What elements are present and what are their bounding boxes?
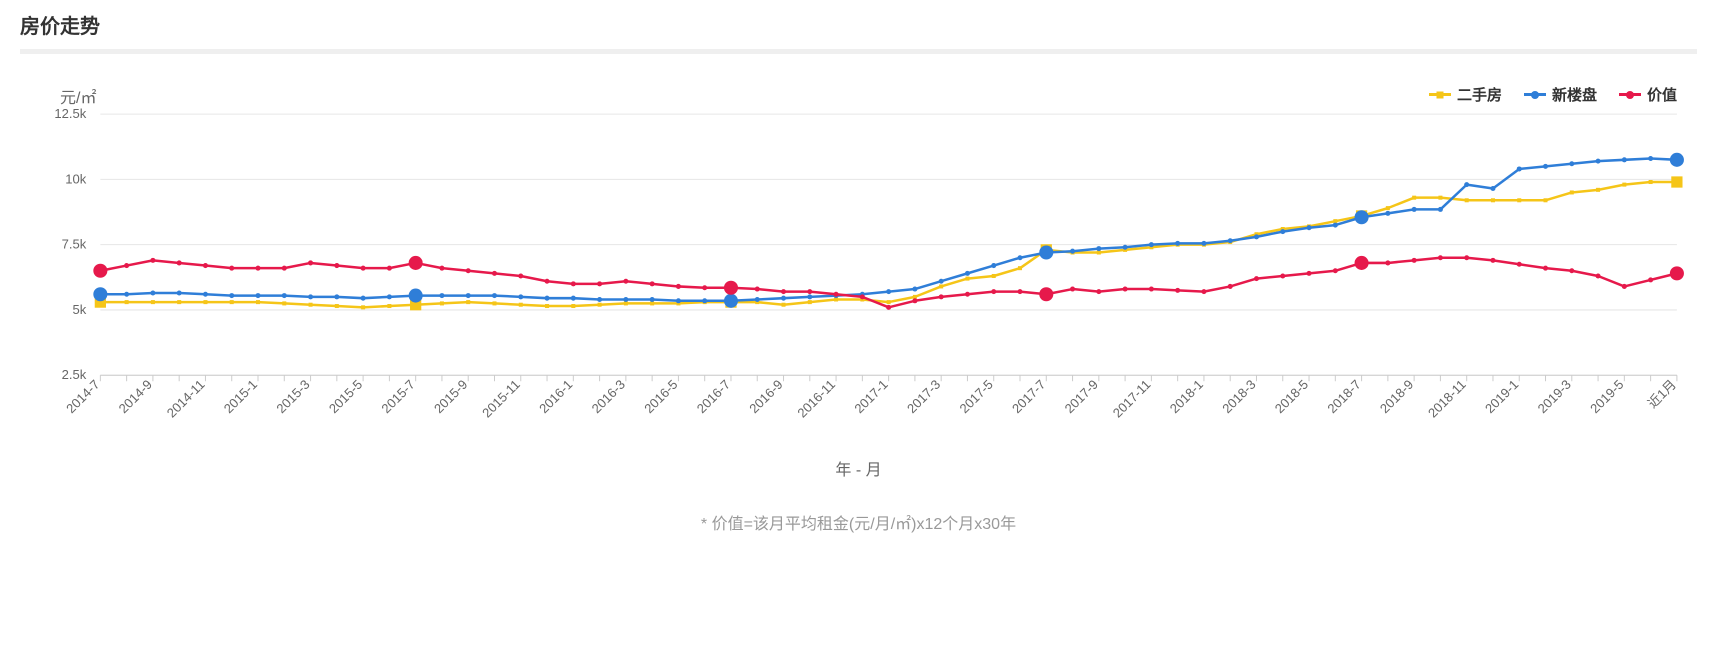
title-divider xyxy=(20,49,1697,54)
svg-text:2016-3: 2016-3 xyxy=(589,377,628,416)
chart-legend: 二手房 新楼盘 价值 xyxy=(1429,84,1677,105)
svg-text:2018-1: 2018-1 xyxy=(1167,377,1206,416)
svg-text:2017-7: 2017-7 xyxy=(1009,377,1048,416)
y-axis-unit: 元/㎡ xyxy=(60,84,96,108)
svg-text:2016-11: 2016-11 xyxy=(794,377,838,421)
svg-text:2016-1: 2016-1 xyxy=(536,377,575,416)
svg-text:2017-5: 2017-5 xyxy=(957,377,996,416)
legend-item-newbuild[interactable]: 新楼盘 xyxy=(1524,84,1597,105)
svg-text:2015-7: 2015-7 xyxy=(378,377,417,416)
svg-text:2015-1: 2015-1 xyxy=(221,377,260,416)
svg-text:2018-7: 2018-7 xyxy=(1324,377,1363,416)
legend-label: 新楼盘 xyxy=(1552,84,1597,105)
legend-line-icon xyxy=(1524,93,1546,96)
chart-container: 元/㎡ 二手房 新楼盘 价值 2.5k5k7.5k10k12.5k2014-72… xyxy=(20,84,1697,534)
x-axis-label: 年 - 月 xyxy=(20,456,1697,480)
svg-text:2015-5: 2015-5 xyxy=(326,377,365,416)
svg-text:2015-11: 2015-11 xyxy=(479,377,523,421)
svg-text:2015-9: 2015-9 xyxy=(431,377,470,416)
svg-text:2017-3: 2017-3 xyxy=(904,377,943,416)
svg-text:2017-9: 2017-9 xyxy=(1062,377,1101,416)
chart-footnote: * 价值=该月平均租金(元/月/㎡)x12个月x30年 xyxy=(20,510,1697,534)
svg-text:2018-5: 2018-5 xyxy=(1272,377,1311,416)
svg-text:2017-1: 2017-1 xyxy=(851,377,890,416)
svg-text:2016-9: 2016-9 xyxy=(746,377,785,416)
svg-text:2019-3: 2019-3 xyxy=(1535,377,1574,416)
legend-label: 价值 xyxy=(1647,84,1677,105)
svg-text:近1月: 近1月 xyxy=(1645,377,1679,411)
page-title: 房价走势 xyxy=(20,10,1697,39)
svg-text:7.5k: 7.5k xyxy=(62,237,87,252)
price-trend-chart: 2.5k 5k 7.5k 10k 12.5k 2014-7 2014-92014-11 201… xyxy=(20,84,1697,446)
svg-text:10k: 10k xyxy=(65,171,87,186)
svg-text:2019-1: 2019-1 xyxy=(1482,377,1521,416)
legend-item-value[interactable]: 价值 xyxy=(1619,84,1677,105)
svg-text:2017-11: 2017-11 xyxy=(1110,377,1154,421)
legend-line-icon xyxy=(1619,93,1641,96)
svg-text:2014-11: 2014-11 xyxy=(164,377,208,421)
svg-text:12.5k: 12.5k xyxy=(54,106,86,121)
legend-label: 二手房 xyxy=(1457,84,1502,105)
svg-text:2016-5: 2016-5 xyxy=(641,377,680,416)
svg-text:2019-5: 2019-5 xyxy=(1587,377,1626,416)
legend-line-icon xyxy=(1429,93,1451,96)
svg-text:5k: 5k xyxy=(73,302,87,317)
svg-text:2014-9: 2014-9 xyxy=(116,377,155,416)
svg-text:2014-7: 2014-7 xyxy=(63,377,102,416)
legend-item-secondhand[interactable]: 二手房 xyxy=(1429,84,1502,105)
svg-text:2.5k: 2.5k xyxy=(62,367,87,382)
svg-text:2016-7: 2016-7 xyxy=(694,377,733,416)
svg-text:2018-9: 2018-9 xyxy=(1377,377,1416,416)
svg-text:2018-11: 2018-11 xyxy=(1425,377,1469,421)
svg-text:2015-3: 2015-3 xyxy=(273,377,312,416)
svg-text:2018-3: 2018-3 xyxy=(1219,377,1258,416)
